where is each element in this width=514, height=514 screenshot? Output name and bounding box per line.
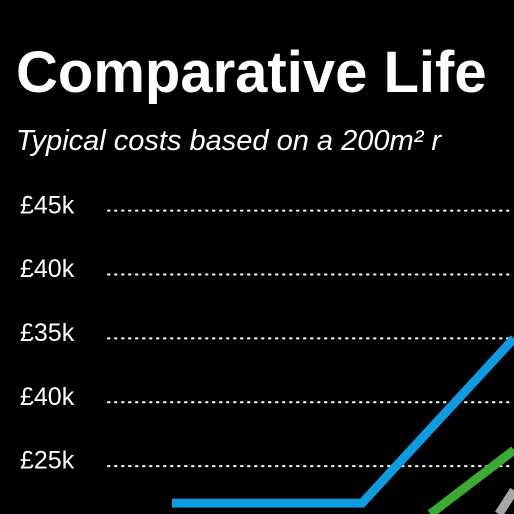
chart-title: Comparative Life — [16, 40, 487, 105]
y-tick-label: £25k — [20, 447, 75, 475]
line — [427, 446, 514, 514]
y-tick-label: £40k — [20, 255, 75, 283]
chart-subtitle: Typical costs based on a 200m² r — [16, 125, 442, 157]
y-tick-label: £35k — [20, 319, 75, 347]
line — [172, 335, 514, 508]
y-tick-label: £40k — [20, 383, 75, 411]
line — [495, 487, 514, 514]
y-tick-label: £45k — [20, 191, 75, 219]
